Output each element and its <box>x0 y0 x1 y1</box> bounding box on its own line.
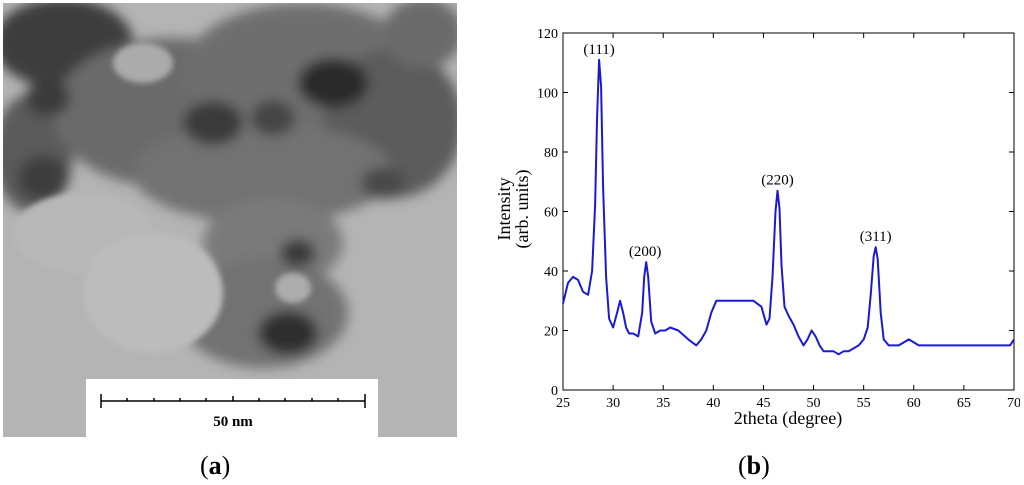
y-tick-label: 40 <box>544 265 558 280</box>
panel-label-a-close: ) <box>221 451 231 480</box>
axis-tick-labels: 25 30 35 40 45 50 55 60 65 70 0 20 40 60 80 100 120 <box>537 27 1020 411</box>
x-tick-label: 50 <box>807 396 821 411</box>
peak-annotations: (111) (200) (220) (311) <box>583 42 891 260</box>
tem-micrograph: 50 nm <box>3 3 457 437</box>
y-axis-label-line-2: (arb. units) <box>512 170 533 249</box>
panel-label-a-letter: a <box>208 451 222 480</box>
axis-ticks <box>562 32 1015 391</box>
y-tick-label: 80 <box>544 146 558 161</box>
peak-label: (200) <box>629 244 662 260</box>
y-tick-label: 100 <box>537 87 558 102</box>
panel-label-b: (b) <box>738 451 770 481</box>
panel-label-a: (a) <box>200 451 230 481</box>
y-tick-label: 60 <box>544 206 558 221</box>
x-tick-label: 40 <box>706 396 720 411</box>
peak-label: (111) <box>583 42 614 58</box>
scale-bar-box <box>86 379 378 437</box>
x-tick-label: 25 <box>556 396 570 411</box>
y-axis-label-line-1: Intensity <box>494 178 514 241</box>
xrd-chart: 25 30 35 40 45 50 55 60 65 70 0 20 40 60 80 100 120 (111… <box>494 27 1020 429</box>
x-tick-label: 65 <box>957 396 971 411</box>
x-tick-label: 60 <box>907 396 921 411</box>
particle-cluster <box>3 3 457 368</box>
x-tick-label: 45 <box>756 396 770 411</box>
panel-label-b-close: ) <box>761 451 770 480</box>
x-axis-label: 2theta (degree) <box>734 408 842 429</box>
series-line <box>562 58 1015 356</box>
panel-label-b-letter: b <box>746 451 762 480</box>
y-tick-label: 120 <box>537 27 558 42</box>
x-tick-label: 70 <box>1007 396 1020 411</box>
scale-bar <box>100 394 366 408</box>
plot-area-frame <box>562 32 1015 391</box>
x-tick-label: 30 <box>606 396 620 411</box>
y-tick-label: 0 <box>551 384 558 399</box>
panel-label-b-open: ( <box>738 451 747 480</box>
peak-label: (220) <box>761 173 794 189</box>
scale-bar-text: 50 nm <box>213 414 253 430</box>
peak-label: (311) <box>860 229 892 245</box>
x-tick-label: 35 <box>656 396 670 411</box>
panel-label-a-open: ( <box>200 451 209 480</box>
x-tick-label: 55 <box>857 396 871 411</box>
y-tick-label: 20 <box>544 325 558 340</box>
